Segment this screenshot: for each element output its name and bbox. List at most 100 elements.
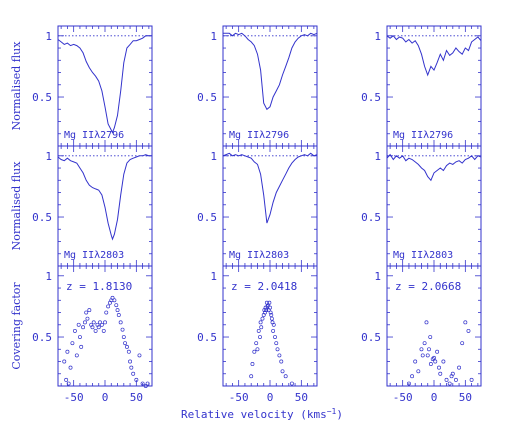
chart-panel: 0.5 1 Mg IIλ2796	[361, 25, 482, 147]
y-tick-label: 1	[210, 270, 217, 283]
covering-factor-point	[62, 359, 67, 364]
covering-factor-point	[260, 316, 265, 321]
y-axis-title: Normalised flux	[10, 41, 23, 131]
covering-factor-point	[277, 353, 282, 358]
y-tick-label: 1	[45, 270, 52, 283]
covering-factor-point	[419, 347, 424, 352]
covering-factor-point	[85, 316, 90, 321]
covering-factor-point	[447, 381, 452, 386]
covering-factor-point	[114, 303, 119, 308]
covering-factor-point	[273, 335, 277, 339]
covering-factor-point	[435, 349, 440, 354]
covering-factor-point	[96, 325, 101, 330]
covering-factor-point	[410, 374, 415, 379]
y-tick-label: 1	[45, 150, 52, 163]
covering-factor-point	[416, 369, 421, 374]
flux-series-line	[386, 153, 482, 182]
transition-label: Mg IIλ2796	[229, 130, 289, 141]
y-tick-label: 0.5	[32, 331, 52, 344]
y-axis-title: Normalised flux	[10, 161, 23, 251]
x-tick-label: -50	[393, 391, 413, 404]
redshift-label: z = 2.0418	[231, 280, 297, 293]
flux-series-line	[223, 32, 318, 111]
flux-series-line	[222, 152, 318, 224]
covering-factor-point	[271, 328, 276, 333]
covering-factor-point	[289, 381, 294, 386]
y-tick-label: 0.5	[361, 91, 381, 104]
redshift-label: z = 1.8130	[66, 280, 132, 293]
covering-factor-point	[137, 353, 142, 358]
covering-factor-point	[81, 325, 86, 330]
covering-factor-point	[269, 316, 274, 321]
transition-label: Mg IIλ2796	[64, 130, 124, 141]
covering-factor-point	[115, 308, 120, 313]
covering-factor-point	[77, 335, 82, 339]
x-tick-label: 0	[102, 391, 109, 404]
covering-factor-point	[79, 344, 84, 349]
panel-frame	[222, 145, 318, 267]
covering-factor-point	[269, 313, 274, 317]
panel-frame	[222, 25, 318, 147]
covering-factor-point	[256, 328, 261, 333]
covering-factor-point	[99, 322, 104, 327]
covering-factor-point	[259, 325, 264, 330]
covering-factor-point	[124, 344, 129, 349]
covering-factor-point	[103, 320, 107, 325]
chart-panel: 0.5 1 -50 0 50 z = 1.8130	[32, 265, 153, 404]
covering-factor-point	[145, 381, 150, 386]
x-tick-label: -50	[64, 391, 84, 404]
covering-factor-point	[91, 320, 96, 325]
x-tick-label: 50	[130, 391, 143, 404]
covering-factor-point	[450, 371, 455, 376]
covering-factor-point	[453, 377, 458, 382]
covering-factor-point	[422, 341, 427, 346]
covering-factor-point	[134, 377, 139, 382]
covering-factor-point	[112, 298, 117, 303]
y-tick-label: 1	[210, 150, 217, 163]
covering-factor-point	[463, 320, 468, 325]
covering-factor-point	[275, 347, 280, 352]
y-tick-label: 0.5	[361, 331, 381, 344]
x-tick-label: 0	[431, 391, 438, 404]
covering-factor-point	[413, 359, 418, 364]
covering-factor-point	[428, 335, 433, 339]
transition-label: Mg IIλ2803	[229, 250, 289, 261]
y-tick-label: 0.5	[32, 211, 52, 224]
covering-factor-point	[104, 310, 109, 315]
covering-factor-point	[126, 349, 131, 354]
covering-factor-point	[425, 353, 430, 358]
covering-factor-point	[106, 304, 111, 309]
covering-factor-point	[87, 308, 92, 313]
chart-panel: 0.5 1 Mg IIλ2803	[361, 145, 482, 267]
x-axis-title: Relative velocity (kms−1)	[181, 407, 343, 421]
covering-factor-point	[433, 359, 438, 364]
chart-panel: 0.5 1 Mg IIλ2803	[32, 145, 153, 267]
y-tick-label: 0.5	[361, 211, 381, 224]
y-tick-label: 1	[45, 30, 52, 43]
covering-factor-point	[469, 377, 474, 382]
covering-factor-point	[264, 308, 269, 313]
covering-factor-point	[267, 300, 272, 305]
covering-factor-point	[268, 305, 272, 310]
covering-factor-point	[72, 328, 77, 333]
y-tick-label: 0.5	[197, 91, 217, 104]
covering-factor-point	[283, 374, 288, 379]
y-tick-label: 0.5	[32, 91, 52, 104]
chart-panel: 0.5 1 -50 0 50 z = 2.0668	[361, 265, 482, 404]
covering-factor-point	[441, 359, 446, 364]
covering-factor-point	[82, 320, 87, 325]
flux-series-line	[57, 154, 152, 241]
covering-factor-point	[66, 381, 71, 386]
panel-frame	[386, 145, 482, 267]
x-tick-label: 50	[459, 391, 472, 404]
covering-factor-point	[279, 359, 284, 364]
covering-factor-point	[258, 335, 262, 339]
flux-series-line	[386, 35, 482, 77]
covering-factor-point	[120, 327, 125, 332]
covering-factor-point	[427, 347, 431, 352]
covering-factor-point	[406, 381, 411, 386]
covering-factor-point	[438, 371, 443, 376]
panel-frame	[57, 25, 153, 147]
chart-panel: 0.5 1 Mg IIλ2796	[32, 25, 153, 147]
